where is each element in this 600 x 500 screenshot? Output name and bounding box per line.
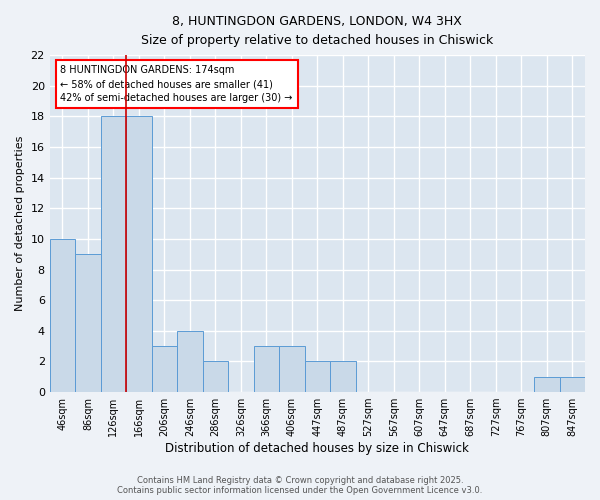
Bar bbox=[177, 331, 203, 392]
Bar bbox=[279, 346, 305, 392]
Title: 8, HUNTINGDON GARDENS, LONDON, W4 3HX
Size of property relative to detached hous: 8, HUNTINGDON GARDENS, LONDON, W4 3HX Si… bbox=[141, 15, 493, 47]
Bar bbox=[101, 116, 126, 392]
Bar bbox=[330, 362, 356, 392]
Bar bbox=[50, 239, 75, 392]
Bar bbox=[203, 362, 228, 392]
X-axis label: Distribution of detached houses by size in Chiswick: Distribution of detached houses by size … bbox=[166, 442, 469, 455]
Bar bbox=[75, 254, 101, 392]
Bar bbox=[560, 377, 585, 392]
Bar bbox=[126, 116, 152, 392]
Bar bbox=[305, 362, 330, 392]
Bar bbox=[152, 346, 177, 392]
Text: Contains HM Land Registry data © Crown copyright and database right 2025.
Contai: Contains HM Land Registry data © Crown c… bbox=[118, 476, 482, 495]
Text: 8 HUNTINGDON GARDENS: 174sqm
← 58% of detached houses are smaller (41)
42% of se: 8 HUNTINGDON GARDENS: 174sqm ← 58% of de… bbox=[61, 65, 293, 103]
Bar bbox=[254, 346, 279, 392]
Bar bbox=[534, 377, 560, 392]
Y-axis label: Number of detached properties: Number of detached properties bbox=[15, 136, 25, 312]
